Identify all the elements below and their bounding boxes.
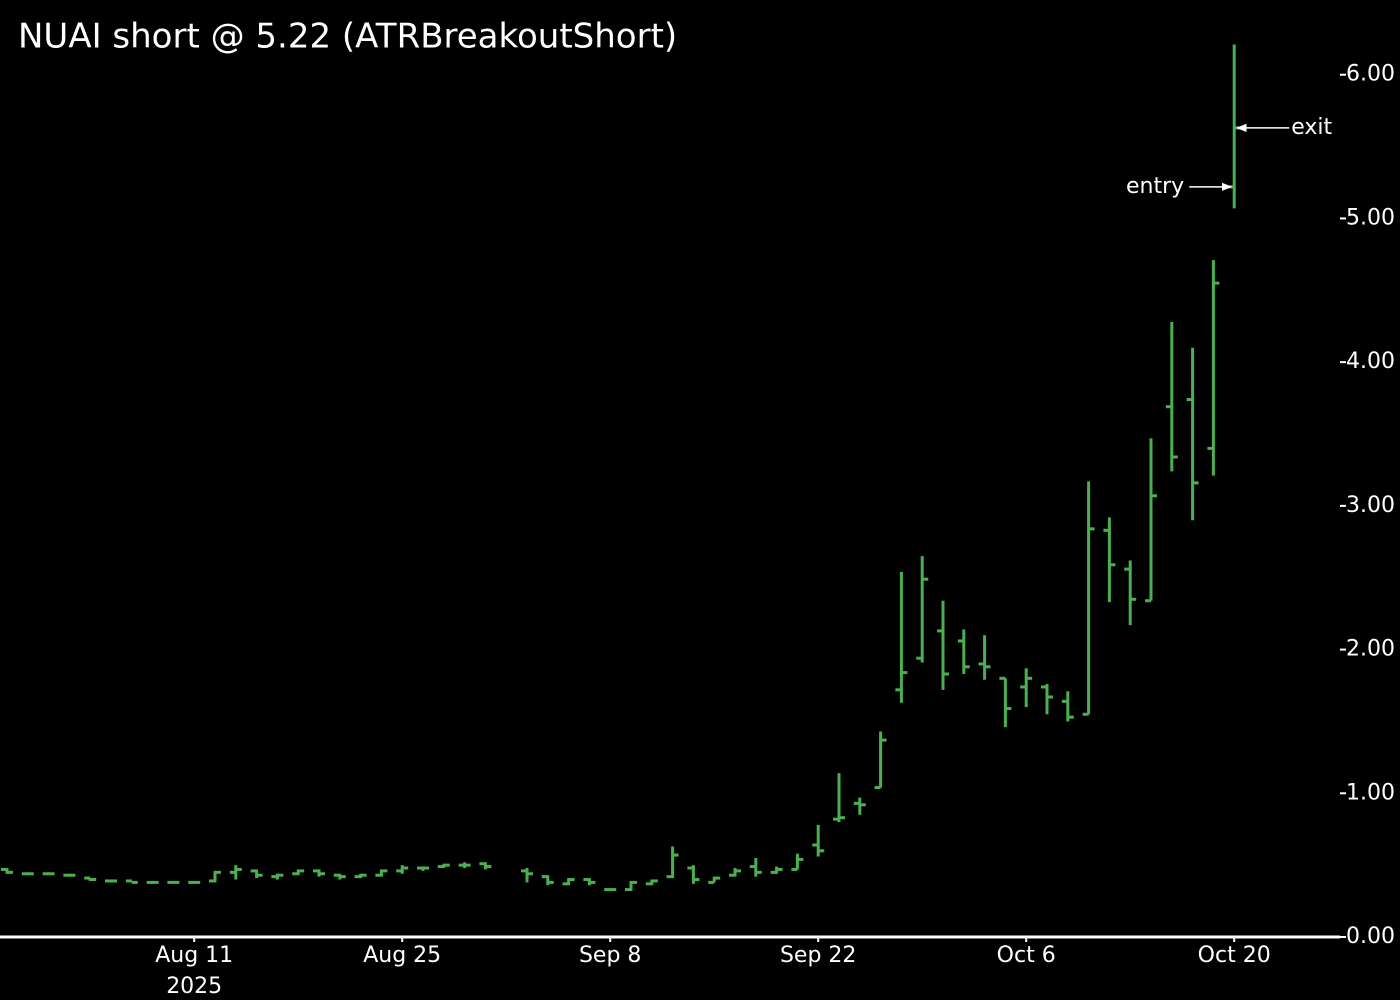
x-tick-label: Oct 20 xyxy=(1198,943,1271,968)
annotation-label: exit xyxy=(1291,115,1332,140)
y-tick-label: 5.00 xyxy=(1346,205,1395,230)
y-tick-label: 3.00 xyxy=(1346,493,1395,518)
y-tick-label: 4.00 xyxy=(1346,349,1395,374)
x-tick-label: Aug 25 xyxy=(363,943,441,968)
x-tick-label: Aug 11 xyxy=(155,943,233,968)
x-tick-label: Oct 6 xyxy=(997,943,1056,968)
x-tick-label: Sep 22 xyxy=(780,943,856,968)
y-tick-label: 6.00 xyxy=(1346,62,1395,87)
x-year-label: 2025 xyxy=(166,974,222,999)
chart-title: NUAI short @ 5.22 (ATRBreakoutShort) xyxy=(18,17,677,57)
y-tick-label: 2.00 xyxy=(1346,637,1395,662)
y-tick-label: 0.00 xyxy=(1346,924,1395,949)
x-tick-label: Sep 8 xyxy=(579,943,641,968)
y-tick-label: 1.00 xyxy=(1346,780,1395,805)
annotation-label: entry xyxy=(1126,174,1184,199)
